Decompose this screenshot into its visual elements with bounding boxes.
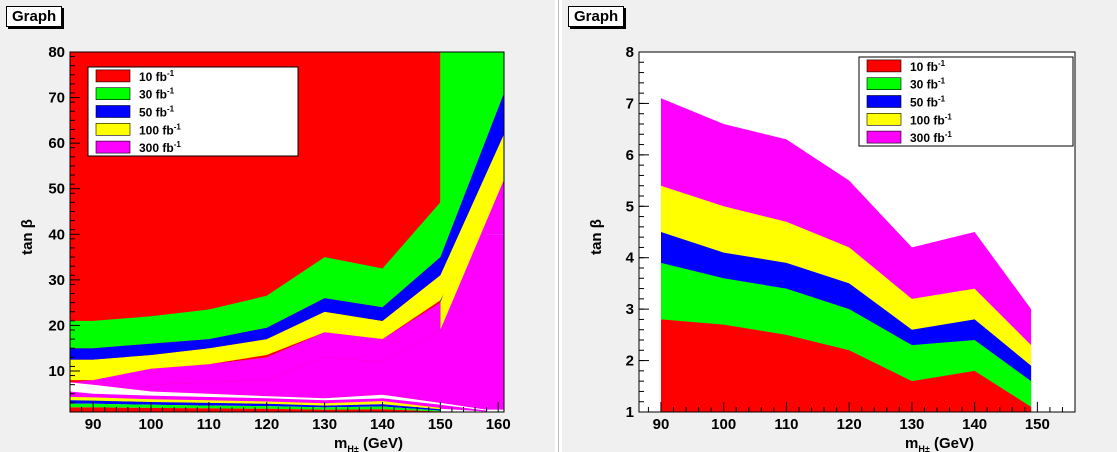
x-tick-label: 160 [486,416,511,433]
y-tick-label: 30 [48,272,65,289]
region-bottom-magenta-strip [70,391,487,412]
x-tick-label: 110 [197,416,221,433]
legend-swatch [866,77,902,90]
legend-swatch [95,87,131,100]
chart-title: Graph [6,6,63,27]
region-300-fb-1-middle [70,302,441,385]
x-tick-label: 110 [774,416,798,433]
x-tick-label: 90 [85,416,102,433]
legend-label: 10 fb-1 [139,69,175,84]
x-tick-label: 120 [837,416,862,433]
legend-label: 100 fb-1 [139,122,181,137]
y-tick-label: 80 [48,44,65,61]
region-bottom-yellow-strip [70,397,441,410]
right-chart-plot: 90 100 110 120 130 140 150 1 2 3 4 5 6 7 8 mH± (GeV) tan… [588,44,1076,452]
plot-frame [69,51,505,413]
legend-swatch [866,95,902,108]
chart-title: Graph [568,6,625,27]
legend-swatch [95,140,131,154]
x-tick-label: 90 [653,416,670,433]
y-tick-label: 20 [48,317,65,334]
y-tick-label: 50 [48,181,65,198]
legend-swatch [866,130,902,144]
y-tick-label: 40 [48,226,65,243]
x-tick-label: 100 [138,416,163,433]
legend-label: 30 fb-1 [139,87,175,102]
right-chart-panel: Graph 90 100 110 120 130 140 150 1 2 3 4 5 6 7 8 mH± (G… [562,0,1117,452]
region-100-fb-1-band [70,134,504,381]
legend-label: 30 fb-1 [910,77,946,92]
legend-swatch [866,59,902,73]
y-tick-label: 10 [48,363,65,380]
y-tick-label: 4 [626,250,635,267]
left-chart-panel: Graph 90 100 110 120 130 140 150 160 10 20 30 40 50 6… [0,0,555,452]
y-tick-label: 5 [626,198,634,215]
x-axis-label: mH± (GeV) [334,435,403,452]
y-tick-label: 60 [48,135,65,152]
x-tick-label: 100 [711,416,736,433]
region-bottom-blue-strip [70,400,441,411]
legend: 10 fb-1 30 fb-1 50 fb-1 100 fb-1 300 fb-1 [87,66,299,157]
x-tick-label: 120 [254,416,279,433]
region-300-fb-1-lower [70,234,504,410]
plot-frame [638,51,1076,413]
x-tick-label: 130 [312,416,337,433]
y-tick-label: 7 [626,95,634,112]
series-area-10-fb-1 [661,319,1032,412]
y-tick-label: 6 [626,147,634,164]
legend: 10 fb-1 30 fb-1 50 fb-1 100 fb-1 300 fb-1 [858,56,1074,147]
legend-label: 50 fb-1 [910,95,946,110]
y-axis-label: tan β [588,219,605,255]
x-tick-label: 150 [428,416,453,433]
legend-swatch [95,105,131,118]
panel-divider [558,0,559,452]
x-tick-label: 140 [962,416,987,433]
x-tick-label: 140 [370,416,395,433]
legend-label: 300 fb-1 [139,140,181,155]
legend-swatch [95,69,131,83]
x-tick-label: 130 [899,416,924,433]
legend-label: 300 fb-1 [910,130,952,145]
y-tick-label: 70 [48,90,65,107]
left-chart-plot: 90 100 110 120 130 140 150 160 10 20 30 40 50 60 70 80 m… [19,44,511,452]
y-tick-label: 8 [626,44,634,61]
y-axis-label: tan β [19,219,36,255]
y-tick-label: 3 [626,301,634,318]
x-tick-label: 150 [1025,416,1050,433]
legend-swatch [866,113,902,126]
legend-label: 100 fb-1 [910,112,952,127]
data-regions [661,98,1032,413]
legend-label: 50 fb-1 [139,105,175,120]
legend-label: 10 fb-1 [910,59,946,74]
x-axis-label: mH± (GeV) [905,435,974,452]
legend-swatch [95,123,131,136]
y-tick-label: 1 [626,404,634,421]
region-30-fb-1-band [70,52,504,349]
y-tick-label: 2 [626,353,634,370]
